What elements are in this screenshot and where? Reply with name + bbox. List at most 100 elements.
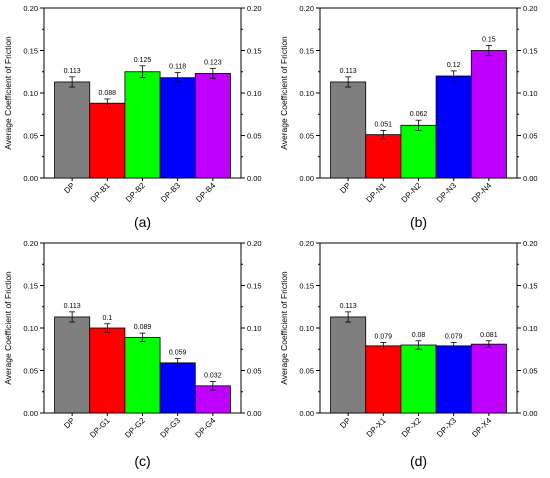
- y-tick-label-right: 0.05: [247, 132, 262, 141]
- y-axis-title: Average Coefficient of Friction: [3, 271, 13, 385]
- y-tick-label-left: 0.20: [299, 4, 314, 13]
- y-tick-label-left: 0.20: [23, 239, 38, 248]
- y-tick-label-right: 0.15: [247, 282, 262, 291]
- x-tick-label: DP-X2: [400, 416, 423, 439]
- y-tick-label-right: 0.10: [523, 324, 538, 333]
- y-tick-label-left: 0.05: [23, 367, 38, 376]
- x-tick-label: DP-B4: [194, 181, 217, 204]
- y-tick-label-left: 0.15: [299, 282, 314, 291]
- panel-label: (c): [134, 453, 150, 469]
- x-tick-label: DP-G3: [158, 416, 182, 440]
- y-tick-label-right: 0.00: [247, 174, 262, 183]
- y-tick-label-left: 0.10: [23, 324, 38, 333]
- chart-panel-3: 0.00 0.00 0.05 0.05 0.10 0.10 0.15 0.15 0.20 0.20…: [3, 239, 262, 469]
- x-tick-label: DP-N3: [435, 181, 459, 205]
- y-tick-label-left: 0.05: [299, 132, 314, 141]
- bar-DP-B4: [194, 73, 231, 179]
- data-label: 0.062: [410, 111, 428, 118]
- y-axis-title: Average Coefficient of Friction: [279, 36, 289, 150]
- y-tick-label-left: 0.15: [23, 47, 38, 56]
- bar-DP-G2: [124, 336, 161, 414]
- y-tick-label-right: 0.15: [247, 47, 262, 56]
- y-tick-label-left: 0.10: [23, 89, 38, 98]
- y-tick-label-right: 0.20: [247, 4, 262, 13]
- data-label: 0.113: [64, 303, 81, 310]
- bar-DP-X4: [470, 343, 507, 414]
- y-tick-label-left: 0.20: [23, 4, 38, 13]
- data-label: 0.089: [134, 324, 152, 331]
- y-tick-label-left: 0.10: [299, 324, 314, 333]
- data-label: 0.032: [204, 373, 222, 380]
- bar-DP-G3: [159, 362, 196, 414]
- data-label: 0.15: [482, 36, 496, 43]
- data-label: 0.08: [412, 332, 426, 339]
- y-tick-label-right: 0.05: [523, 132, 538, 141]
- bar-DP-N1: [365, 134, 402, 179]
- bar-DP-B1: [89, 102, 126, 179]
- data-label: 0.113: [340, 68, 357, 75]
- y-tick-label-right: 0.15: [523, 282, 538, 291]
- y-tick-label-right: 0.05: [523, 367, 538, 376]
- x-tick-label: DP-X4: [470, 416, 493, 439]
- y-tick-label-left: 0.20: [299, 239, 314, 248]
- x-tick-label: DP-G1: [88, 416, 112, 440]
- bar-DP: [330, 316, 367, 414]
- x-tick-label: DP: [62, 181, 76, 195]
- bar-DP-B3: [159, 77, 196, 179]
- y-tick-label-left: 0.00: [23, 409, 38, 418]
- x-tick-label: DP-B3: [159, 181, 182, 204]
- bar-DP-X2: [400, 344, 437, 414]
- data-label: 0.059: [169, 350, 187, 357]
- x-tick-label: DP: [338, 181, 352, 195]
- data-label: 0.051: [375, 121, 393, 128]
- data-label: 0.081: [480, 332, 498, 339]
- bar-DP-X1: [365, 345, 402, 414]
- y-tick-label-right: 0.20: [247, 239, 262, 248]
- x-tick-label: DP-B1: [89, 181, 112, 204]
- chart-panel-1: 0.00 0.00 0.05 0.05 0.10 0.10 0.15 0.15 0.20 0.20…: [3, 4, 262, 230]
- bar-DP-B2: [124, 71, 161, 179]
- panel-label: (d): [410, 453, 427, 469]
- data-label: 0.118: [169, 64, 186, 71]
- y-tick-label-right: 0.10: [523, 89, 538, 98]
- x-tick-label: DP-B2: [124, 181, 147, 204]
- data-label: 0.079: [445, 333, 463, 340]
- y-tick-label-right: 0.00: [523, 409, 538, 418]
- y-tick-label-left: 0.15: [299, 47, 314, 56]
- y-tick-label-right: 0.10: [247, 89, 262, 98]
- y-tick-label-right: 0.20: [523, 4, 538, 13]
- y-tick-label-left: 0.10: [299, 89, 314, 98]
- x-tick-label: DP-X1: [365, 416, 388, 439]
- y-tick-label-left: 0.00: [299, 409, 314, 418]
- y-tick-label-right: 0.00: [247, 409, 262, 418]
- y-tick-label-left: 0.00: [23, 174, 38, 183]
- bar-DP: [330, 81, 367, 179]
- bar-DP-X3: [435, 345, 472, 414]
- x-tick-label: DP-G4: [194, 416, 218, 440]
- x-tick-label: DP-N1: [364, 181, 388, 205]
- bar-DP: [54, 316, 91, 414]
- x-tick-label: DP-N2: [400, 181, 424, 205]
- y-axis-title: Average Coefficient of Friction: [3, 36, 13, 150]
- x-tick-label: DP-G2: [123, 416, 147, 440]
- bar-DP-G1: [89, 327, 126, 414]
- panel-label: (a): [134, 214, 151, 230]
- bar-DP-N4: [470, 50, 507, 179]
- data-label: 0.1: [102, 315, 112, 322]
- data-label: 0.125: [134, 57, 152, 64]
- y-tick-label-right: 0.00: [523, 174, 538, 183]
- data-label: 0.079: [375, 333, 393, 340]
- bar-DP: [54, 81, 91, 179]
- y-tick-label-left: 0.05: [23, 132, 38, 141]
- chart-panel-2: 0.00 0.00 0.05 0.05 0.10 0.10 0.15 0.15 0.20 0.20…: [279, 4, 538, 230]
- y-tick-label-right: 0.05: [247, 367, 262, 376]
- data-label: 0.113: [340, 303, 357, 310]
- x-tick-label: DP: [62, 416, 76, 430]
- x-tick-label: DP-N4: [470, 181, 494, 205]
- data-label: 0.088: [99, 90, 117, 97]
- x-tick-label: DP-X3: [435, 416, 458, 439]
- bar-DP-N3: [435, 75, 472, 179]
- y-tick-label-right: 0.20: [523, 239, 538, 248]
- data-label: 0.113: [64, 68, 81, 75]
